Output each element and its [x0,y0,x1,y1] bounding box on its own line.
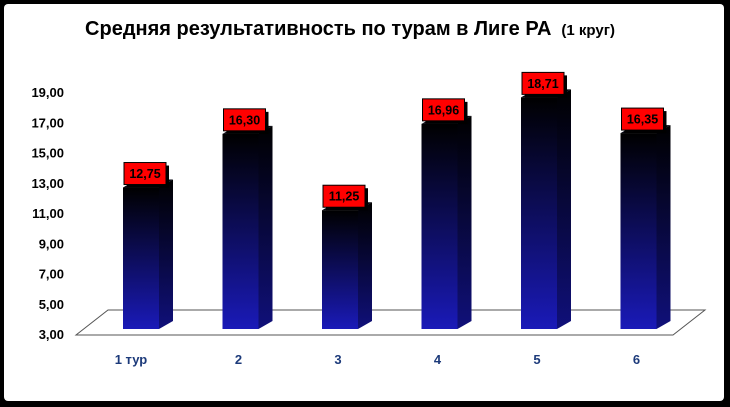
chart-title-main: Средняя результативность по турам в Лиге… [85,18,551,40]
x-tick-label: 1 тур [115,352,148,367]
data-label: 16,30 [223,108,269,134]
data-label: 16,96 [422,98,468,124]
data-label-box [521,71,565,95]
chart-panel: Средняя результативность по турам в Лиге… [4,4,724,401]
x-tick-label: 3 [334,352,341,367]
data-label: 12,75 [123,162,169,188]
data-label-box [223,108,266,132]
data-label-text: 16,96 [428,103,459,117]
bar-side [358,202,372,329]
data-label: 18,71 [521,71,567,98]
bar-chart: Средняя результативность по турам в Лиге… [31,18,707,367]
y-tick-label: 5,00 [39,297,64,312]
bar-6 [620,125,671,329]
x-tick-label: 4 [434,352,442,367]
bar-front [322,210,358,329]
y-tick-label: 3,00 [39,327,64,342]
data-label-text: 11,25 [329,190,360,204]
bar-side [457,115,472,329]
bar-side [258,125,273,330]
data-label-box [422,98,465,122]
bar-front [620,133,657,329]
bar-2 [222,125,273,330]
chart-title: Средняя результативность по турам в Лиге… [85,18,615,40]
bar-front [521,97,557,329]
x-tick-label: 5 [533,352,540,367]
data-label: 11,25 [322,184,368,211]
bar-front [421,123,458,329]
data-label-box [621,107,664,131]
bar-3 [322,202,372,329]
x-tick-label: 6 [633,352,640,367]
data-label-box [123,162,167,186]
bar-1 [123,179,173,329]
data-label: 16,35 [621,107,667,134]
bar-side [656,125,671,329]
y-tick-label: 19,00 [31,85,64,100]
y-tick-label: 11,00 [32,206,64,221]
bar-4 [421,115,472,329]
data-label-text: 16,35 [627,113,658,127]
bar-side [557,89,571,329]
data-label-text: 12,75 [129,167,160,181]
data-label-text: 16,30 [229,113,260,127]
chart-title-sub: (1 круг) [561,22,615,39]
bar-5 [521,89,571,329]
y-tick-label: 17,00 [31,115,64,130]
y-tick-label: 7,00 [39,267,64,282]
x-tick-label: 2 [235,352,242,367]
data-label-box [322,184,366,208]
data-label-text: 18,71 [527,77,558,91]
y-tick-label: 13,00 [31,176,64,191]
bar-front [123,187,159,329]
bar-side [159,179,173,329]
y-tick-label: 15,00 [31,146,64,161]
bar-front [222,133,259,329]
y-tick-label: 9,00 [39,236,64,251]
